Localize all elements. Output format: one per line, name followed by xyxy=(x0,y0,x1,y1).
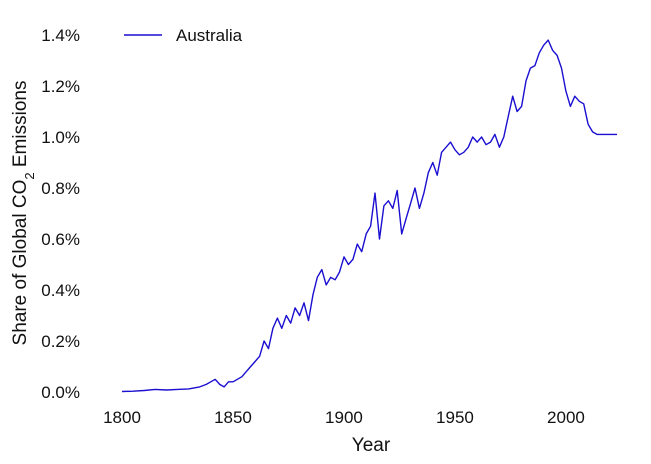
y-tick-label: 1.2% xyxy=(41,77,80,96)
x-tick-label: 1850 xyxy=(214,408,252,427)
y-tick-label: 1.4% xyxy=(41,26,80,45)
y-tick-label: 0.0% xyxy=(41,383,80,402)
y-axis-ticks: 0.0% 0.2% 0.4% 0.6% 0.8% 1.0% 1.2% 1.4% xyxy=(41,26,80,402)
x-tick-label: 1800 xyxy=(103,408,141,427)
x-axis-ticks: 1800 1850 1900 1950 2000 xyxy=(103,408,585,427)
y-tick-label: 0.6% xyxy=(41,230,80,249)
x-axis-title: Year xyxy=(352,435,391,456)
y-tick-label: 1.0% xyxy=(41,128,80,147)
x-tick-label: 1950 xyxy=(436,408,474,427)
legend-label-australia: Australia xyxy=(176,26,243,45)
x-tick-label: 2000 xyxy=(547,408,585,427)
series-line-australia xyxy=(121,39,617,393)
y-tick-label: 0.8% xyxy=(41,179,80,198)
y-tick-label: 0.4% xyxy=(41,281,80,300)
y-tick-label: 0.2% xyxy=(41,332,80,351)
x-tick-label: 1900 xyxy=(325,408,363,427)
y-axis-title: Share of Global CO2 Emissions xyxy=(10,81,37,346)
legend: Australia xyxy=(124,26,243,45)
